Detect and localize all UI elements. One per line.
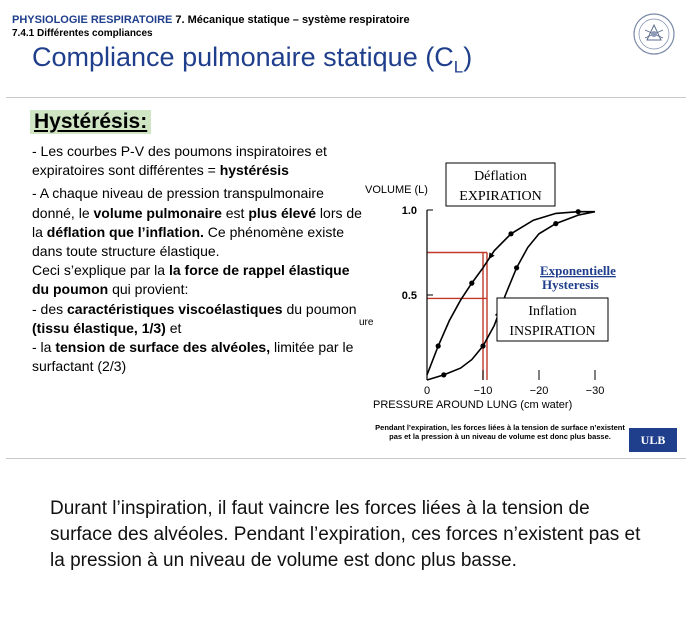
paragraph5-run: tension de surface des alvéoles, <box>55 339 271 356</box>
paragraph2-run: plus élevé <box>248 204 317 221</box>
data-point <box>441 372 447 378</box>
inspiration-label: INSPIRATION <box>509 324 595 339</box>
inflation-box: Inflation INSPIRATION <box>496 297 609 342</box>
chart-curves <box>426 209 596 381</box>
paragraph-explanation: Ceci s’explique par la la force de rappe… <box>32 261 362 299</box>
header-divider <box>6 97 686 98</box>
paragraph2-run: est <box>221 204 249 221</box>
x-tick-label: 0 <box>424 385 430 397</box>
paragraph4-run: (tissu élastique, 1/3) <box>32 319 166 336</box>
university-seal-icon <box>633 13 675 55</box>
x-tick-label: −30 <box>586 385 605 397</box>
paragraph2-run: déflation que l’inflation. <box>46 223 204 240</box>
cut-label: ure <box>359 317 374 328</box>
paragraph2-run: Ce phénomène existe dans toute structure… <box>32 223 344 260</box>
paragraph-viscoelastic: - des caractéristiques viscoélastiques d… <box>32 300 362 338</box>
paragraph1-run: hystérésis <box>219 162 289 179</box>
direction-arrow-icon <box>488 252 495 260</box>
paragraph1-run: - Les courbes P-V des poumons inspiratoi… <box>32 143 327 179</box>
paragraph4-run: et <box>165 319 182 336</box>
y-tick-label: 1.0 <box>402 205 417 217</box>
inflation-label: Inflation <box>528 304 576 319</box>
hysteresis-heading: Hystérésis: <box>30 110 152 134</box>
deflation-curve <box>426 210 595 376</box>
y-tick-label: 0.5 <box>402 290 417 302</box>
paragraph2-run: - A chaque niveau de pression transpulmo… <box>32 185 324 221</box>
paragraph-volume: - A chaque niveau de pression transpulmo… <box>32 184 362 261</box>
data-point <box>575 209 581 215</box>
expiration-label: EXPIRATION <box>459 189 541 204</box>
body-text: - Les courbes P-V des poumons inspiratoi… <box>32 142 362 376</box>
slide-title: Compliance pulmonaire statique (CL) <box>32 42 472 77</box>
paragraph3-run: Ceci s’explique par la <box>32 262 169 279</box>
hysteresis-chart: VOLUME (L) PRESSURE AROUND LUNG (cm wate… <box>359 162 616 411</box>
title-close: ) <box>463 42 473 72</box>
deflation-box: Déflation EXPIRATION <box>445 162 556 207</box>
x-tick-label: −10 <box>474 385 493 397</box>
inflation-curve <box>426 210 596 381</box>
y-axis-label: VOLUME (L) <box>365 184 428 196</box>
deflation-label: Déflation <box>474 169 527 184</box>
paragraph4-run: du poumon <box>282 300 357 317</box>
chart-axes: VOLUME (L) PRESSURE AROUND LUNG (cm wate… <box>359 184 572 411</box>
subsection-name: 7.4.1 Différentes compliances <box>12 28 153 39</box>
course-name: PHYSIOLOGIE RESPIRATOIRE <box>12 14 173 26</box>
paragraph5-run: limitée par le surfactant (2/3) <box>32 339 354 375</box>
data-point <box>508 231 514 237</box>
ulb-logo: ULB <box>629 428 677 452</box>
reference-lines <box>427 251 488 380</box>
chart-caption: Pendant l’expiration, les forces liées à… <box>375 423 625 441</box>
data-point <box>514 265 520 271</box>
data-point <box>435 343 441 349</box>
data-point <box>480 343 486 349</box>
paragraph4-run: caractéristiques viscoélastiques <box>67 300 283 317</box>
x-axis-label: PRESSURE AROUND LUNG (cm water) <box>373 399 572 411</box>
paragraph-definition: - Les courbes P-V des poumons inspiratoi… <box>32 142 362 180</box>
data-point <box>469 280 475 286</box>
paragraph4-run: - des <box>32 300 68 317</box>
title-subscript: L <box>453 57 464 77</box>
chart-ticks: 0 −10 −20 −30 0.5 1.0 <box>402 205 605 397</box>
paragraph-surface-tension: - la tension de surface des alvéoles, li… <box>32 338 362 376</box>
paragraph3-run: qui provient: <box>108 281 189 298</box>
paragraph2-run: lors de la <box>32 204 362 240</box>
chapter-name: 7. Mécanique statique – système respirat… <box>175 14 410 26</box>
data-point <box>553 221 559 227</box>
paragraph2-run: volume pulmonaire <box>93 204 222 221</box>
footer-divider <box>6 458 686 459</box>
hysteresis-label: Hysteresis <box>542 277 599 292</box>
paragraph3-run: la force de rappel élastique du poumon <box>32 262 350 298</box>
title-text: Compliance pulmonaire statique (C <box>32 42 454 72</box>
exponential-label: Exponentielle <box>540 263 616 278</box>
x-tick-label: −20 <box>530 385 549 397</box>
slide-header: PHYSIOLOGIE RESPIRATOIRE 7. Mécanique st… <box>12 14 410 26</box>
paragraph5-run: - la <box>32 339 56 356</box>
slide: PHYSIOLOGIE RESPIRATOIRE 7. Mécanique st… <box>6 13 686 459</box>
speaker-note: Durant l’inspiration, il faut vaincre le… <box>50 498 641 571</box>
